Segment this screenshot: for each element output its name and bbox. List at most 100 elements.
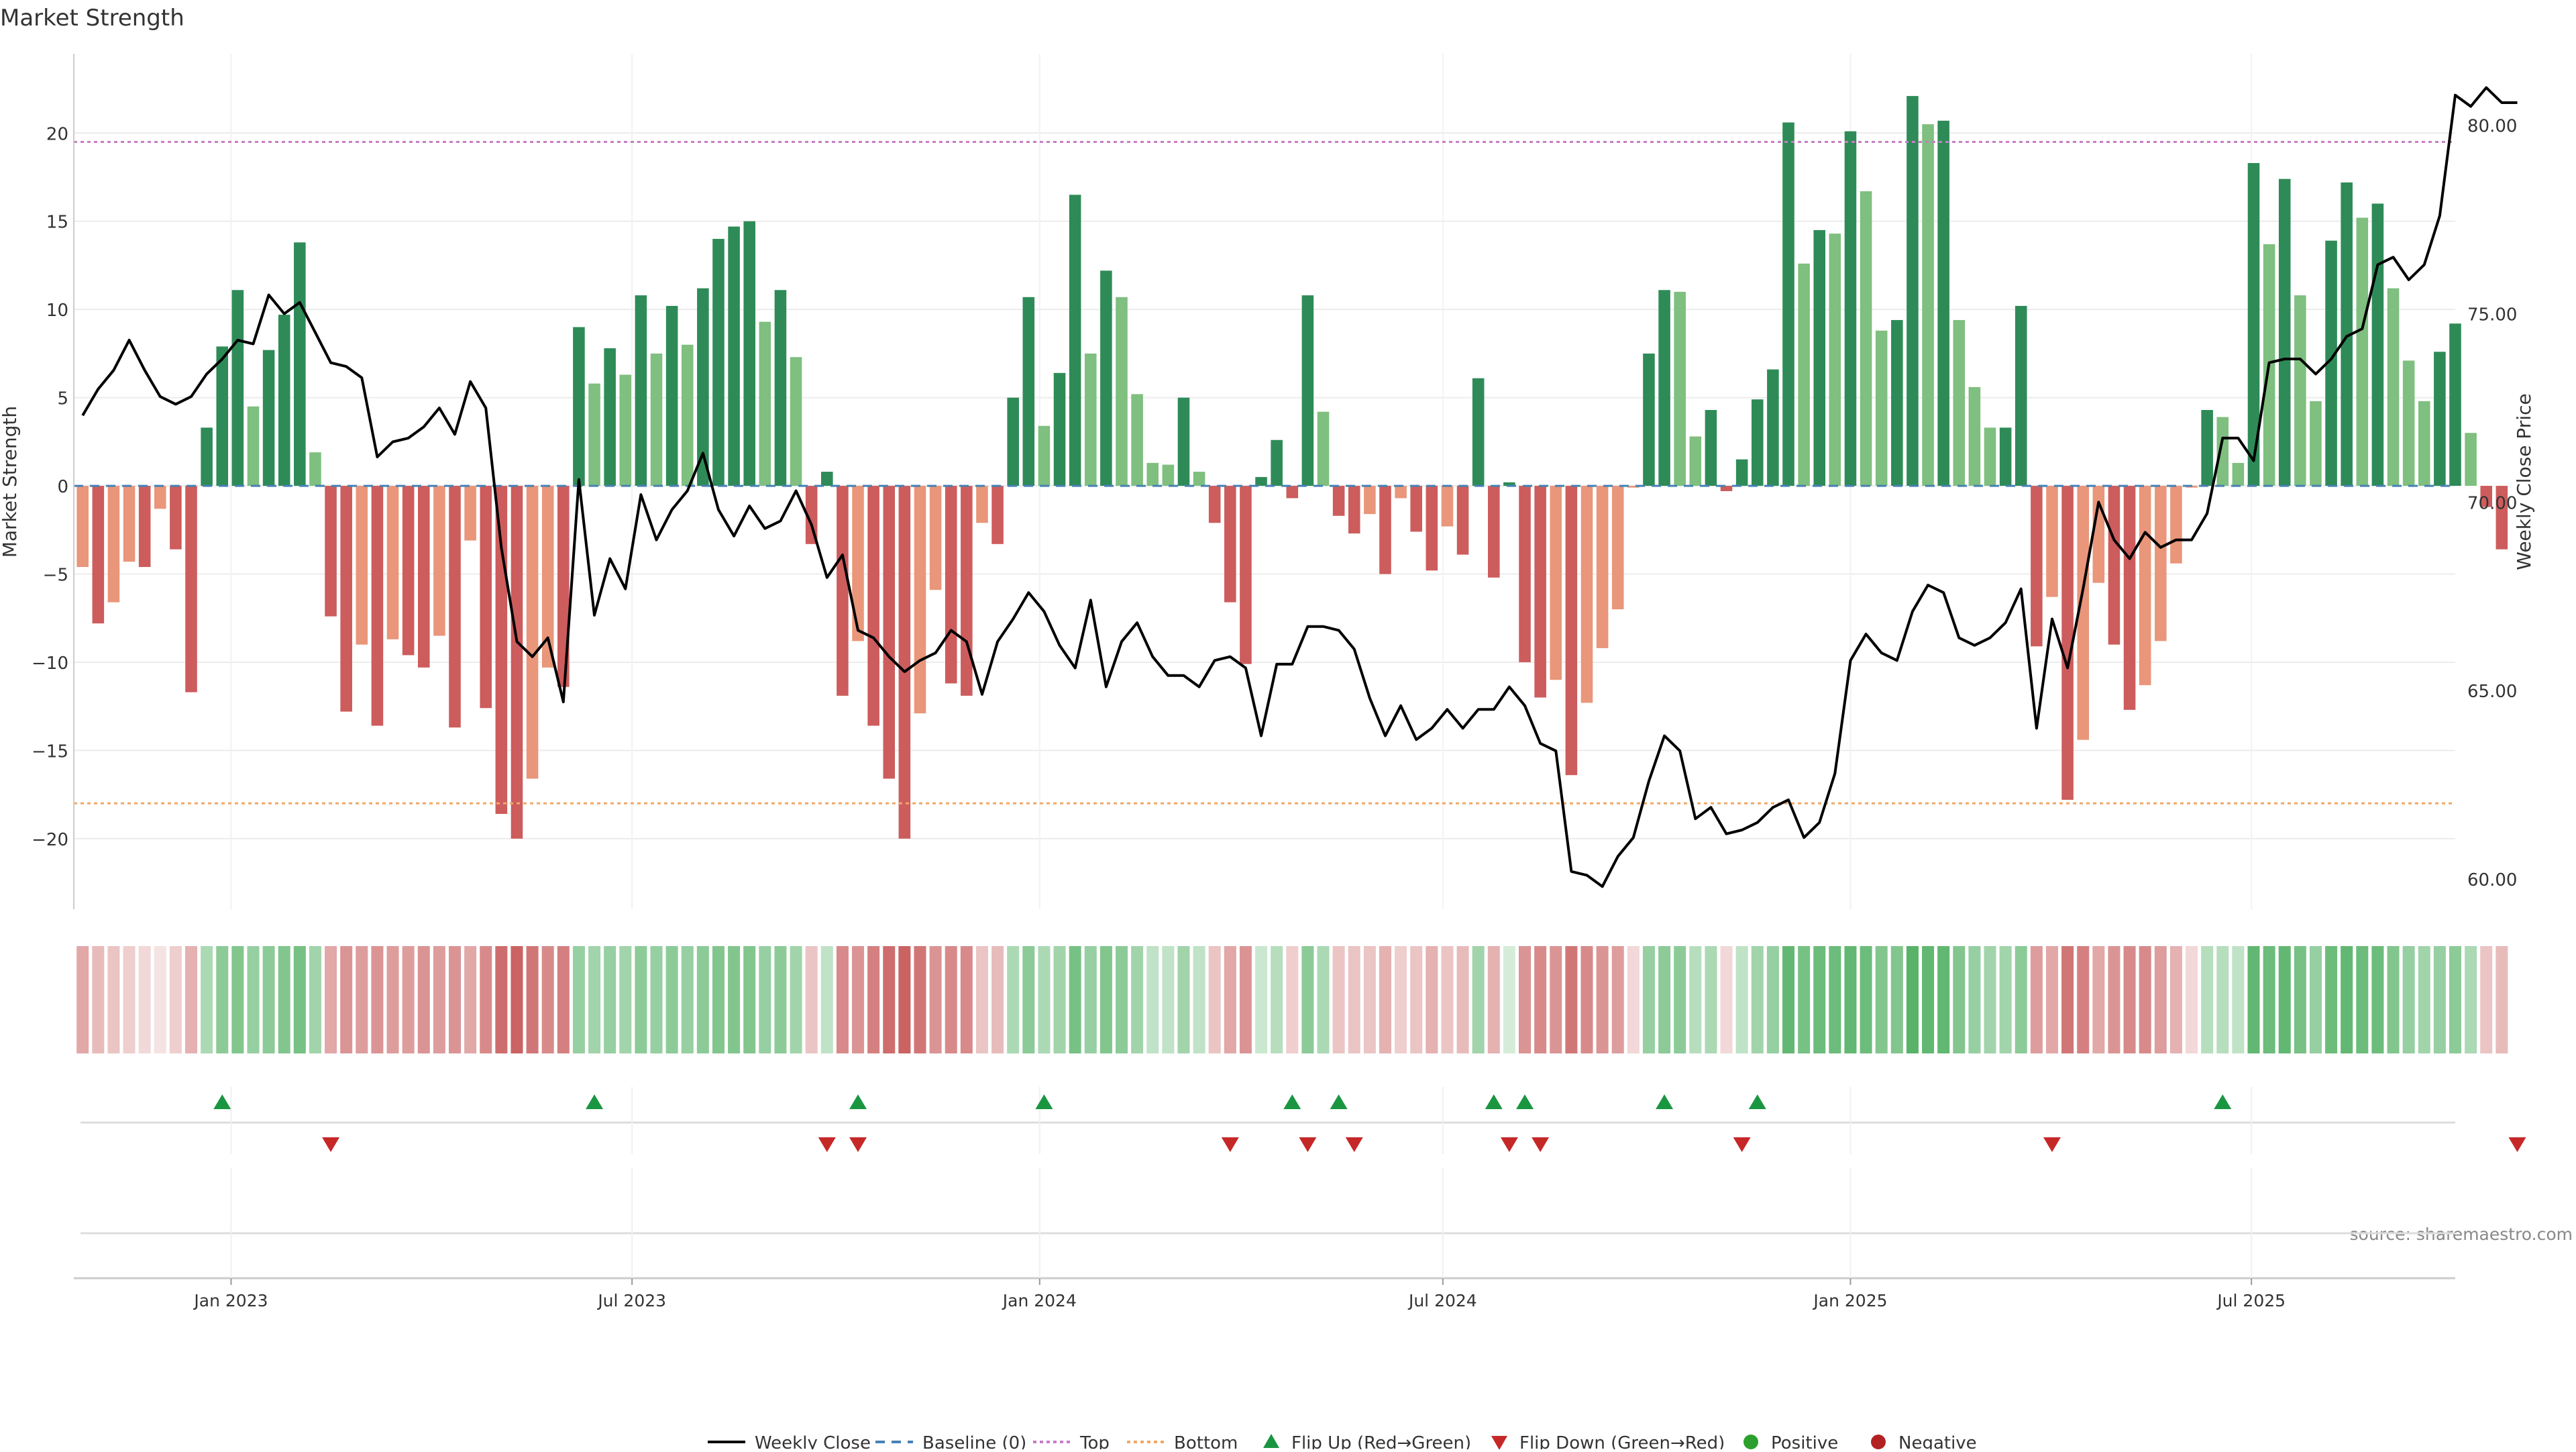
legend[interactable]: Weekly Close Baseline (0) Top Bottom Flip Up… [708,1433,1977,1452]
strip-cell [1798,946,1811,1053]
strength-bar [2139,486,2151,686]
strength-bar [1922,124,1934,486]
strength-bar [526,486,539,779]
strength-bar [1891,319,1903,486]
strength-bar [2092,486,2105,583]
strength-bar [1643,353,1655,486]
y-tick-label: 15 [46,213,68,233]
strength-bar [1301,295,1314,486]
strength-bar [2356,217,2369,486]
strip-cell [1084,946,1097,1053]
strip-cell [2465,946,2477,1053]
legend-baseline[interactable]: Baseline (0) [875,1433,1026,1452]
strip-cell [1611,946,1624,1053]
strip-cell [1193,946,1205,1053]
strength-bar [2216,417,2229,486]
strength-bar [557,486,570,687]
legend-label: Bottom [1174,1433,1238,1449]
strip-cell [1890,946,1903,1053]
strip-cell [2387,946,2400,1053]
strength-bar [1177,397,1190,486]
strength-bar [480,486,492,709]
strength-bar [262,350,275,486]
strength-bar [805,486,818,544]
strip-cell [1069,946,1081,1053]
strip-cell [495,946,508,1053]
y-tick-label: −10 [32,654,68,674]
strip-cell [1395,946,1407,1053]
strength-bar [2341,182,2353,486]
strip-cell [2015,946,2027,1053]
strip-cell [2356,946,2369,1053]
strength-bar [619,374,632,486]
legend-weekly-close[interactable]: Weekly Close [708,1433,871,1452]
strength-bar [635,295,647,486]
strip-cell [2045,946,2058,1053]
strip-cell [1022,946,1035,1053]
strip-cell [123,946,136,1053]
strip-cell [2325,946,2338,1053]
x-tick-label: Jul 2025 [2216,1291,2286,1310]
strength-bar [1751,399,1764,486]
strip-cell [2139,946,2151,1053]
strength-bar [759,321,771,486]
strength-bar [821,472,833,486]
strip-cell [1239,946,1252,1053]
strength-bar [1441,486,1454,527]
legend-label: Negative [1898,1433,1977,1449]
strip-cell [340,946,353,1053]
strip-cell [1007,946,1020,1053]
legend-flip-up[interactable]: Flip Up (Red→Green) [1263,1433,1471,1452]
strength-bar [650,353,663,486]
strength-bar [2123,486,2136,710]
strip-cell [1922,946,1935,1053]
strip-cell [417,946,430,1053]
legend-bottom[interactable]: Bottom [1127,1433,1238,1452]
strip-cell [759,946,771,1053]
strip-cell [2496,946,2508,1053]
strength-bar [743,221,755,486]
strength-bar [1146,462,1159,486]
strength-bar [216,346,229,486]
strip-cell [2154,946,2167,1053]
legend-top[interactable]: Top [1033,1433,1110,1452]
strip-cell [1782,946,1795,1053]
strip-cell [1658,946,1671,1053]
strength-bar [697,288,709,486]
flip-down-marker [2043,1137,2061,1152]
strip-cell [743,946,756,1053]
strength-bar [449,486,461,728]
strength-bar [573,327,585,486]
strip-cell [1426,946,1438,1053]
strength-bar [340,486,352,712]
strip-cell [604,946,616,1053]
flip-up-marker [849,1094,867,1109]
strip-cell [945,946,957,1053]
strip-cell [185,946,198,1053]
strength-bar [867,486,879,726]
legend-flip-down[interactable]: Flip Down (Green→Red) [1491,1433,1725,1452]
strength-bar [541,486,554,668]
strength-bar [1084,353,1097,486]
strength-bar [247,406,260,486]
flip-down-marker [818,1137,836,1152]
strip-cell [1224,946,1236,1053]
strip-cell [1984,946,1996,1053]
strip-cell [1953,946,1966,1053]
strip-cell [712,946,724,1053]
strip-cell [1208,946,1221,1053]
strength-bar [402,486,415,656]
strength-bar [1720,486,1733,491]
legend-negative[interactable]: Negative [1871,1433,1977,1452]
legend-positive[interactable]: Positive [1743,1433,1838,1452]
strip-cell [448,946,462,1053]
axes: −20 −15 −10 −5 0 5 10 15 20 60.00 65.00 70.00 75.00 8… [32,54,2517,909]
strength-bar [588,383,600,486]
strip-cell [1813,946,1826,1053]
strip-cell [325,946,337,1053]
strip-cell [1379,946,1391,1053]
weekly-close-series [81,86,2518,888]
strength-bar [1456,486,1469,555]
strip-cell [588,946,601,1053]
strip-cell [883,946,896,1053]
